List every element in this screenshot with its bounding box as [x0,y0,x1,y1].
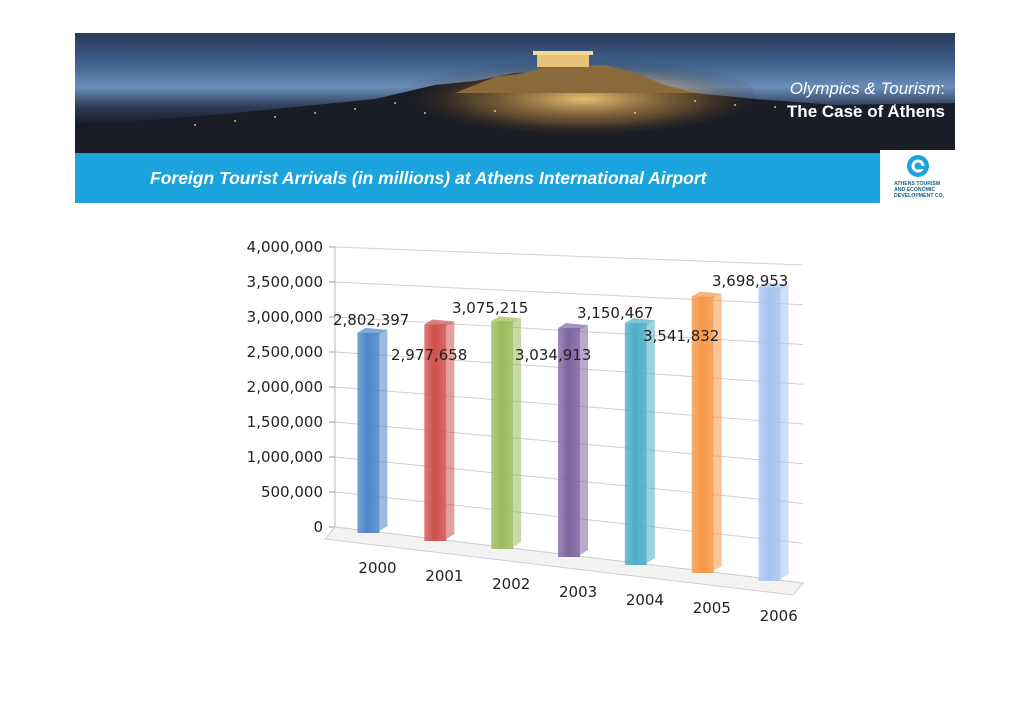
logo-line2: AND ECONOMIC [894,187,936,193]
x-tick-label: 2003 [559,583,597,601]
bar [424,324,447,541]
header-title-italic: Olympics & Tourism [789,79,941,98]
bar-side [646,320,655,563]
y-tick-label: 1,500,000 [247,413,323,431]
x-tick-label: 2000 [358,559,396,577]
data-label: 3,075,215 [452,299,528,317]
bar [357,332,380,533]
x-tick-label: 2005 [693,599,731,617]
bar-side [713,293,722,571]
bar-side [379,329,388,531]
bar-side [780,284,789,579]
data-label: 2,977,658 [391,346,467,364]
gridline [334,246,804,266]
logo-text: ATHENS TOURISM AND ECONOMIC DEVELOPMENT … [894,181,944,199]
acropolis-night-photo [75,51,955,153]
company-logo: ATHENS TOURISM AND ECONOMIC DEVELOPMENT … [880,150,956,204]
bar [558,328,580,557]
logo-line3: DEVELOPMENT CO. [894,193,945,199]
x-tick-label: 2002 [492,575,530,593]
data-label: 3,150,467 [577,304,653,322]
y-tick-label: 2,000,000 [247,378,323,396]
gridline [334,281,804,306]
y-tick-label: 4,000,000 [247,238,323,256]
y-tick-label: 2,500,000 [247,343,323,361]
data-label: 2,802,397 [333,311,409,329]
y-tick-label: 3,000,000 [247,308,323,326]
bar-side [446,321,455,539]
data-label: 3,698,953 [712,272,788,290]
logo-line1: ATHENS TOURISM [894,181,941,187]
y-tick-label: 0 [313,518,323,536]
x-tick-label: 2006 [760,607,798,625]
bar [691,296,714,573]
bar [758,287,781,581]
header-title-colon: : [940,79,945,98]
chart-floor [324,526,804,596]
x-tick-label: 2004 [626,591,664,609]
subtitle-strip: Foreign Tourist Arrivals (in millions) a… [75,153,880,203]
header-title: Olympics & Tourism: The Case of Athens [787,79,945,122]
bar-side [580,325,588,555]
bar [624,323,647,565]
y-tick-label: 500,000 [261,483,323,501]
header-title-line2: The Case of Athens [786,102,945,121]
bar [491,321,514,549]
header-banner: Olympics & Tourism: The Case of Athens [75,33,955,153]
chart-title: Foreign Tourist Arrivals (in millions) a… [150,168,707,188]
data-label: 3,541,832 [643,327,719,345]
logo-pin-icon [907,155,929,177]
y-tick-label: 1,000,000 [247,448,323,466]
bar-side [513,318,522,547]
y-tick-label: 3,500,000 [247,273,323,291]
data-label: 3,034,913 [515,346,591,364]
x-tick-label: 2001 [425,567,463,585]
header-title-line1: Olympics & Tourism: [787,79,945,99]
